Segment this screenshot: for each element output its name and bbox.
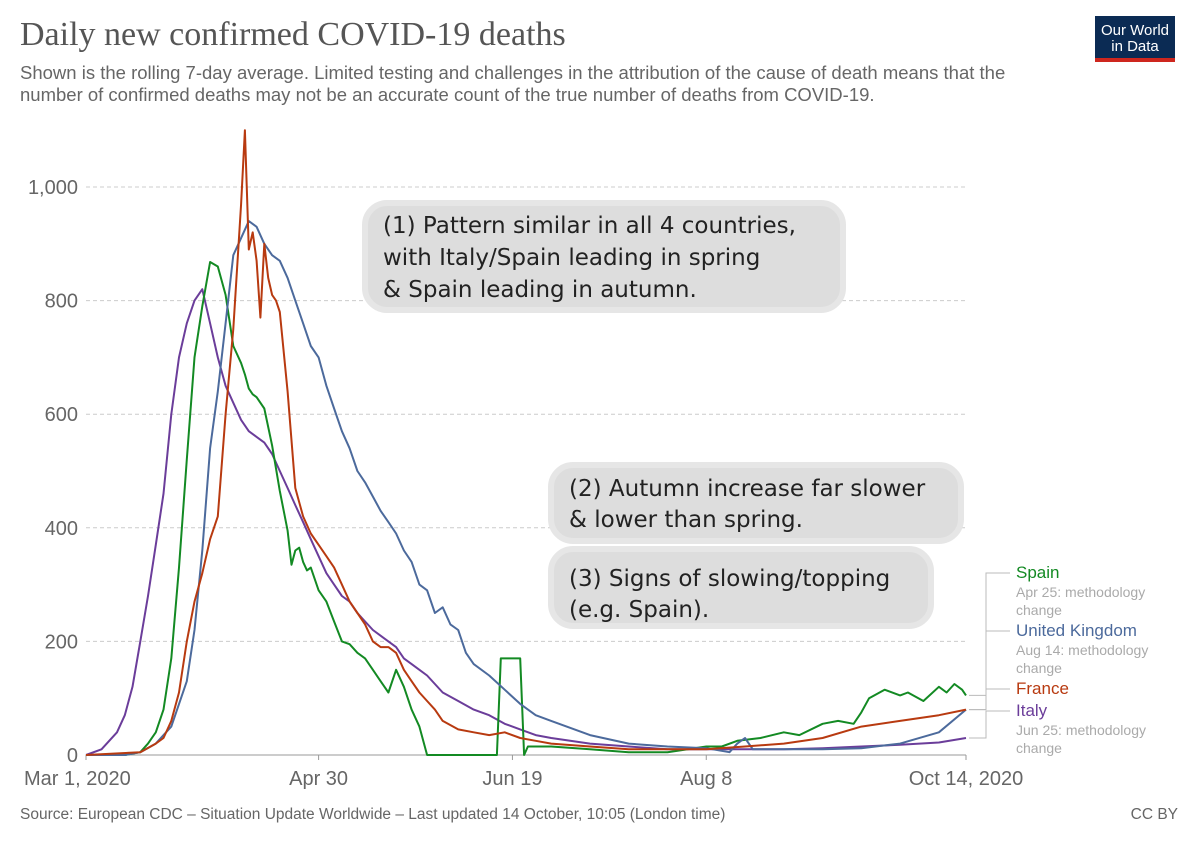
y-tick-label: 400: [45, 518, 78, 540]
y-tick-label: 200: [45, 631, 78, 653]
legend-note: Apr 25: methodology change: [1016, 584, 1145, 618]
x-tick-label: Mar 1, 2020: [24, 768, 131, 790]
x-tick-label: Oct 14, 2020: [909, 768, 1024, 790]
x-tick-label: Apr 30: [289, 768, 348, 790]
annotation-text-line: (1) Pattern similar in all 4 countries,: [383, 213, 796, 239]
annotation-bubble: [548, 546, 934, 629]
legend-item-italy: Italy Jun 25: methodology change: [969, 701, 1146, 756]
logo-line-2: in Data: [1111, 38, 1159, 55]
y-tick-label: 600: [45, 404, 78, 426]
legend-item-uk: United Kingdom Aug 14: methodology change: [969, 621, 1148, 711]
legend-label: France: [1016, 679, 1069, 698]
legend-item-spain: Spain Apr 25: methodology change: [969, 563, 1145, 696]
legend-connector: [969, 710, 1010, 739]
legend-connector: [969, 630, 1010, 711]
legend-connector: [969, 688, 1010, 711]
annotation-bubble: [362, 200, 846, 313]
annotation-text-line: & lower than spring.: [569, 507, 803, 533]
series-line-france: [85, 129, 967, 756]
annotation-1: (1) Pattern similar in all 4 countries, w…: [362, 200, 846, 313]
line-chart: 0 200 400 600 800 1,000 Mar 1, 2020 Apr 30 Jun 1…: [24, 129, 1148, 790]
annotation-3: (3) Signs of slowing/topping (e.g. Spain)…: [548, 546, 934, 629]
x-tick-label: Aug 8: [680, 768, 732, 790]
annotation-text-line: with Italy/Spain leading in spring: [383, 245, 760, 271]
series-line-spain: [86, 261, 967, 756]
legend-note: Aug 14: methodology change: [1016, 642, 1148, 676]
annotation-bubble: [548, 462, 964, 544]
annotation-text-line: & Spain leading in autumn.: [383, 277, 697, 303]
chart-title: Daily new confirmed COVID-19 deaths: [20, 16, 566, 53]
source-note: Source: European CDC – Situation Update …: [20, 806, 726, 823]
legend-item-france: France: [969, 679, 1069, 711]
x-tick-label: Jun 19: [482, 768, 542, 790]
annotation-2: (2) Autumn increase far slower & lower th…: [548, 462, 964, 544]
annotation-text-line: (2) Autumn increase far slower: [569, 476, 926, 502]
y-tick-label: 0: [67, 745, 78, 767]
chart-subtitle: Shown is the rolling 7-day average. Limi…: [20, 62, 1006, 105]
y-tick-label: 1,000: [28, 177, 78, 199]
legend-label: United Kingdom: [1016, 621, 1137, 640]
series-line-italy: [85, 288, 967, 756]
legend-label: Italy: [1016, 701, 1048, 720]
logo-line-1: Our World: [1100, 22, 1170, 39]
owid-logo[interactable]: Our World in Data: [1095, 16, 1175, 62]
license-label[interactable]: CC BY: [1130, 806, 1178, 823]
legend-connector: [969, 572, 1010, 696]
annotation-text-line: (e.g. Spain).: [569, 597, 709, 623]
series-line-uk: [86, 220, 967, 756]
legend-label: Spain: [1016, 563, 1059, 582]
annotation-text-line: (3) Signs of slowing/topping: [569, 566, 890, 592]
legend-note: Jun 25: methodology change: [1016, 722, 1146, 756]
y-tick-label: 800: [45, 291, 78, 313]
